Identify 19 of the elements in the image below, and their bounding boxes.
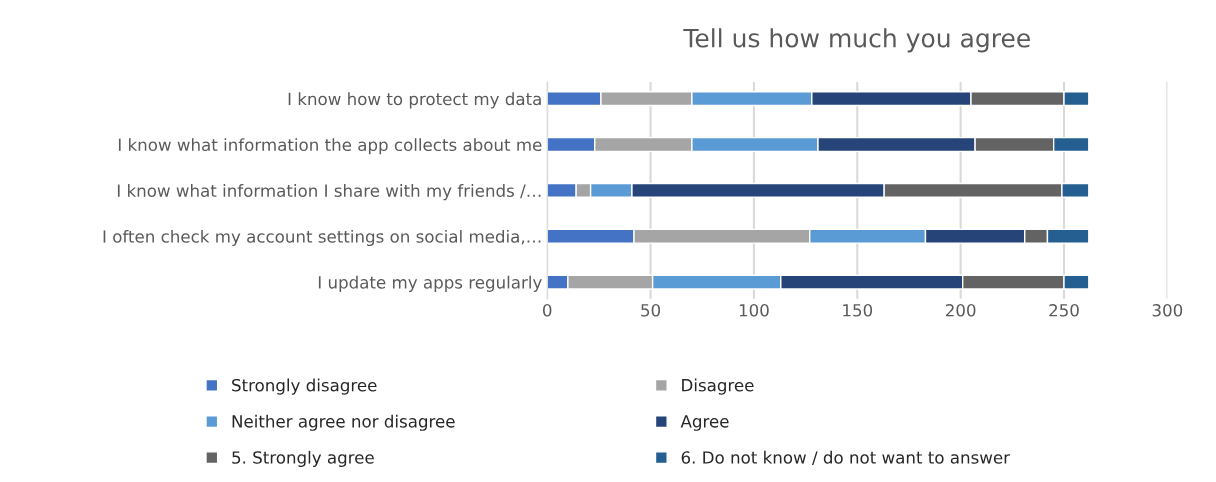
legend-label: 5. Strongly agree (232, 450, 374, 467)
x-tick-label: 300 (1152, 304, 1183, 317)
y-tick-label: I often check my account settings on social media,… (103, 229, 541, 247)
x-tick-label: 200 (945, 304, 976, 317)
x-tick-label: 0 (543, 304, 552, 317)
legend-label: Strongly disagree (232, 378, 377, 395)
legend-label: 6. Do not know / do not want to answer (681, 450, 1011, 466)
legend-label: Agree (680, 415, 729, 431)
y-tick-label: I update my apps regularly (318, 275, 542, 292)
x-tick-label: 250 (1049, 304, 1079, 317)
x-tick-label: 100 (739, 304, 769, 317)
legend-label: Disagree (682, 378, 754, 395)
x-tick-label: 150 (843, 304, 873, 317)
y-tick-label: I know what information the app collects about me (118, 138, 542, 155)
x-tick-label: 50 (641, 304, 661, 317)
y-tick-label: I know what information I share with my friends /… (117, 184, 541, 201)
chart-title: Tell us how much you agree (683, 28, 1030, 53)
legend-label: Neither agree nor disagree (232, 414, 455, 431)
y-tick-label: I know how to protect my data (288, 92, 541, 109)
